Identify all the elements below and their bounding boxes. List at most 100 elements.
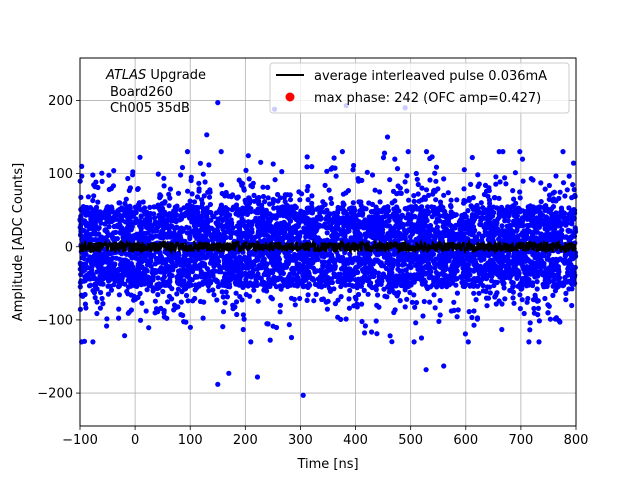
- scatter-point: [125, 212, 131, 218]
- scatter-point: [228, 234, 234, 241]
- scatter-point: [357, 232, 363, 238]
- scatter-point: [218, 149, 224, 155]
- scatter-point: [294, 283, 301, 289]
- scatter-point: [480, 288, 486, 294]
- scatter-point: [528, 269, 534, 275]
- scatter-point: [527, 320, 533, 326]
- scatter-point: [361, 287, 367, 294]
- scatter-point: [380, 214, 386, 220]
- scatter-point: [357, 209, 363, 215]
- scatter-point: [275, 191, 281, 198]
- scatter-point: [550, 256, 556, 263]
- scatter-point: [527, 327, 533, 333]
- scatter-point: [563, 222, 569, 228]
- scatter-point: [103, 207, 109, 213]
- scatter-point: [448, 202, 454, 209]
- scatter-point: [100, 301, 106, 307]
- scatter-point: [305, 183, 311, 190]
- scatter-point: [295, 224, 301, 230]
- scatter-point: [282, 204, 288, 210]
- scatter-point: [211, 227, 217, 233]
- scatter-point: [125, 175, 131, 182]
- scatter-point: [389, 339, 395, 345]
- scatter-point: [99, 170, 105, 176]
- scatter-point: [433, 197, 439, 203]
- scatter-point: [428, 284, 434, 290]
- scatter-point: [473, 297, 479, 303]
- scatter-point: [178, 235, 184, 241]
- scatter-point: [246, 176, 252, 182]
- scatter-point: [137, 154, 143, 160]
- scatter-point: [448, 197, 454, 203]
- scatter-point: [534, 286, 540, 292]
- scatter-point: [311, 298, 317, 304]
- scatter-point: [303, 277, 309, 283]
- scatter-point: [90, 275, 96, 282]
- scatter-point: [451, 299, 457, 305]
- scatter-point: [501, 285, 507, 291]
- scatter-point: [510, 188, 516, 194]
- scatter-point: [177, 262, 183, 268]
- scatter-point: [232, 251, 238, 257]
- scatter-point: [413, 236, 419, 243]
- scatter-point: [560, 149, 566, 155]
- scatter-point: [350, 222, 356, 228]
- scatter-point: [304, 164, 310, 170]
- scatter-point: [358, 276, 364, 282]
- scatter-point: [169, 260, 175, 266]
- scatter-point: [471, 276, 477, 282]
- scatter-point: [196, 188, 202, 194]
- scatter-point: [312, 229, 318, 235]
- scatter-point: [406, 251, 412, 257]
- scatter-point: [523, 254, 529, 260]
- scatter-point: [389, 200, 395, 206]
- scatter-point: [480, 283, 486, 289]
- scatter-point: [188, 174, 194, 180]
- scatter-point: [130, 169, 136, 175]
- scatter-point: [454, 197, 460, 203]
- scatter-point: [414, 176, 420, 182]
- scatter-point: [496, 195, 502, 201]
- scatter-point: [108, 276, 114, 282]
- scatter-point: [251, 198, 258, 204]
- scatter-point: [93, 179, 99, 185]
- scatter-point: [447, 222, 454, 228]
- scatter-point: [189, 191, 195, 197]
- scatter-point: [186, 202, 193, 208]
- scatter-point: [297, 197, 303, 203]
- scatter-point: [117, 200, 123, 206]
- scatter-point: [445, 190, 451, 196]
- scatter-point: [503, 181, 509, 187]
- scatter-point: [556, 317, 562, 324]
- scatter-point: [431, 188, 437, 194]
- scatter-point: [375, 258, 382, 264]
- scatter-point: [210, 287, 216, 293]
- scatter-point: [214, 297, 220, 303]
- scatter-point: [174, 291, 180, 297]
- scatter-point: [90, 197, 96, 204]
- scatter-point: [90, 339, 96, 345]
- scatter-point: [94, 310, 100, 317]
- scatter-point: [146, 227, 153, 233]
- scatter-point: [150, 273, 156, 279]
- scatter-point: [162, 209, 168, 215]
- scatter-point: [413, 262, 419, 268]
- scatter-point: [200, 315, 206, 321]
- scatter-point: [415, 226, 421, 233]
- scatter-point: [572, 226, 578, 233]
- scatter-point: [545, 310, 551, 316]
- scatter-point: [241, 316, 247, 322]
- scatter-point: [270, 161, 276, 167]
- scatter-point: [232, 304, 238, 310]
- scatter-point: [348, 236, 354, 243]
- scatter-point: [296, 219, 302, 225]
- scatter-point: [305, 218, 311, 224]
- scatter-point: [386, 285, 392, 291]
- scatter-point: [212, 261, 218, 267]
- scatter-point: [487, 265, 493, 271]
- scatter-point: [292, 212, 298, 218]
- scatter-point: [88, 216, 94, 222]
- scatter-point: [156, 212, 162, 218]
- scatter-point: [455, 231, 461, 237]
- scatter-point: [502, 228, 508, 234]
